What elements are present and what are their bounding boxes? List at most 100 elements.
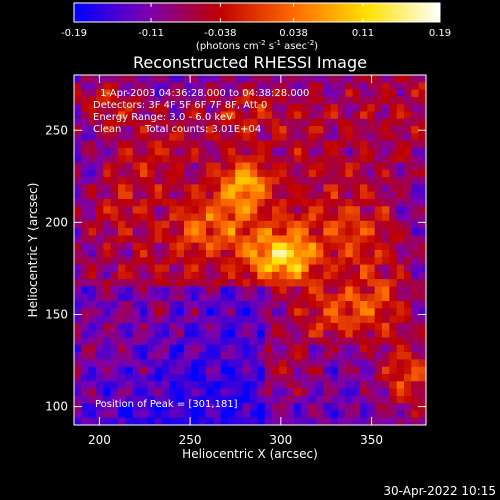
heatmap-cell: [411, 235, 420, 244]
heatmap-cell: [382, 308, 390, 317]
heatmap-cell: [308, 315, 317, 324]
heatmap-cell: [418, 301, 427, 309]
heatmap-cell: [220, 250, 229, 258]
heatmap-cell: [140, 228, 148, 237]
heatmap-cell: [110, 359, 119, 368]
heatmap-cell: [279, 118, 288, 127]
heatmap-cell: [242, 395, 251, 404]
heatmap-cell: [169, 140, 178, 149]
heatmap-cell: [118, 344, 126, 353]
heatmap-cell: [213, 279, 222, 288]
heatmap-cell: [81, 264, 90, 273]
heatmap-cell: [88, 271, 97, 280]
heatmap-cell: [125, 242, 134, 251]
heatmap-cell: [198, 191, 207, 200]
heatmap-cell: [367, 126, 376, 134]
heatmap-cell: [169, 322, 178, 331]
heatmap-cell: [191, 155, 200, 164]
heatmap-cell: [242, 75, 251, 83]
heatmap-cell: [279, 344, 288, 353]
heatmap-cell: [323, 381, 332, 390]
heatmap-cell: [374, 155, 383, 164]
heatmap-cell: [162, 417, 170, 426]
heatmap-cell: [81, 133, 90, 142]
heatmap-cell: [176, 184, 185, 193]
heatmap-cell: [308, 140, 317, 149]
heatmap-cell: [154, 381, 163, 390]
heatmap-cell: [411, 155, 420, 164]
heatmap-cell: [140, 75, 148, 83]
y-tick-label: 100: [45, 400, 68, 414]
heatmap-cell: [132, 286, 141, 295]
heatmap-cell: [257, 228, 266, 237]
heatmap-cell: [154, 308, 163, 317]
heatmap-cell: [418, 162, 427, 171]
heatmap-cell: [191, 198, 200, 207]
heatmap-cell: [308, 96, 317, 105]
heatmap-cell: [250, 111, 258, 120]
heatmap-cell: [360, 250, 368, 258]
heatmap-cell: [125, 366, 134, 375]
heatmap-cell: [132, 344, 141, 353]
heatmap-cell: [404, 111, 412, 120]
heatmap-cell: [316, 213, 324, 222]
heatmap-cell: [235, 315, 244, 324]
heatmap-cell: [213, 315, 222, 324]
heatmap-cell: [330, 315, 339, 324]
heatmap-cell: [257, 213, 266, 222]
heatmap-cell: [162, 162, 170, 171]
heatmap-cell: [316, 366, 324, 375]
heatmap-cell: [176, 140, 185, 149]
heatmap-cell: [147, 301, 156, 309]
heatmap-cell: [286, 410, 295, 419]
heatmap-cell: [110, 257, 119, 266]
heatmap-cell: [272, 198, 280, 207]
heatmap-cell: [374, 169, 383, 178]
heatmap-cell: [250, 308, 258, 317]
heatmap-cell: [382, 322, 390, 331]
heatmap-cell: [191, 75, 200, 83]
heatmap-cell: [345, 126, 354, 134]
heatmap-cell: [140, 184, 148, 193]
heatmap-cell: [294, 337, 302, 346]
heatmap-cell: [411, 198, 420, 207]
heatmap-cell: [96, 169, 104, 178]
heatmap-cell: [96, 206, 104, 215]
heatmap-cell: [147, 133, 156, 142]
heatmap-cell: [242, 126, 251, 134]
heatmap-cell: [411, 381, 420, 390]
heatmap-cell: [191, 140, 200, 149]
heatmap-cell: [176, 118, 185, 127]
heatmap-cell: [125, 184, 134, 193]
heatmap-cell: [162, 250, 170, 258]
heatmap-cell: [316, 337, 324, 346]
heatmap-cell: [140, 96, 148, 105]
heatmap-cell: [382, 228, 390, 237]
heatmap-cell: [360, 155, 368, 164]
heatmap-cell: [330, 301, 339, 309]
heatmap-cell: [330, 177, 339, 185]
heatmap-cell: [154, 410, 163, 419]
heatmap-cell: [250, 133, 258, 142]
heatmap-cell: [382, 206, 390, 215]
heatmap-cell: [308, 373, 317, 382]
heatmap-cell: [118, 155, 126, 164]
heatmap-cell: [279, 75, 288, 83]
heatmap-cell: [382, 337, 390, 346]
heatmap-cell: [110, 220, 119, 229]
heatmap-cell: [162, 140, 170, 149]
heatmap-cell: [418, 177, 427, 185]
heatmap-cell: [81, 308, 90, 317]
heatmap-cell: [367, 213, 376, 222]
heatmap-cell: [96, 293, 104, 302]
heatmap-cell: [228, 250, 236, 258]
heatmap-cell: [206, 366, 214, 375]
heatmap-cell: [169, 330, 178, 339]
heatmap-cell: [213, 337, 222, 346]
heatmap-cell: [96, 366, 104, 375]
heatmap-cell: [206, 322, 214, 331]
heatmap-cell: [272, 155, 280, 164]
heatmap-cell: [176, 206, 185, 215]
heatmap-cell: [235, 395, 244, 404]
heatmap-cell: [191, 191, 200, 200]
